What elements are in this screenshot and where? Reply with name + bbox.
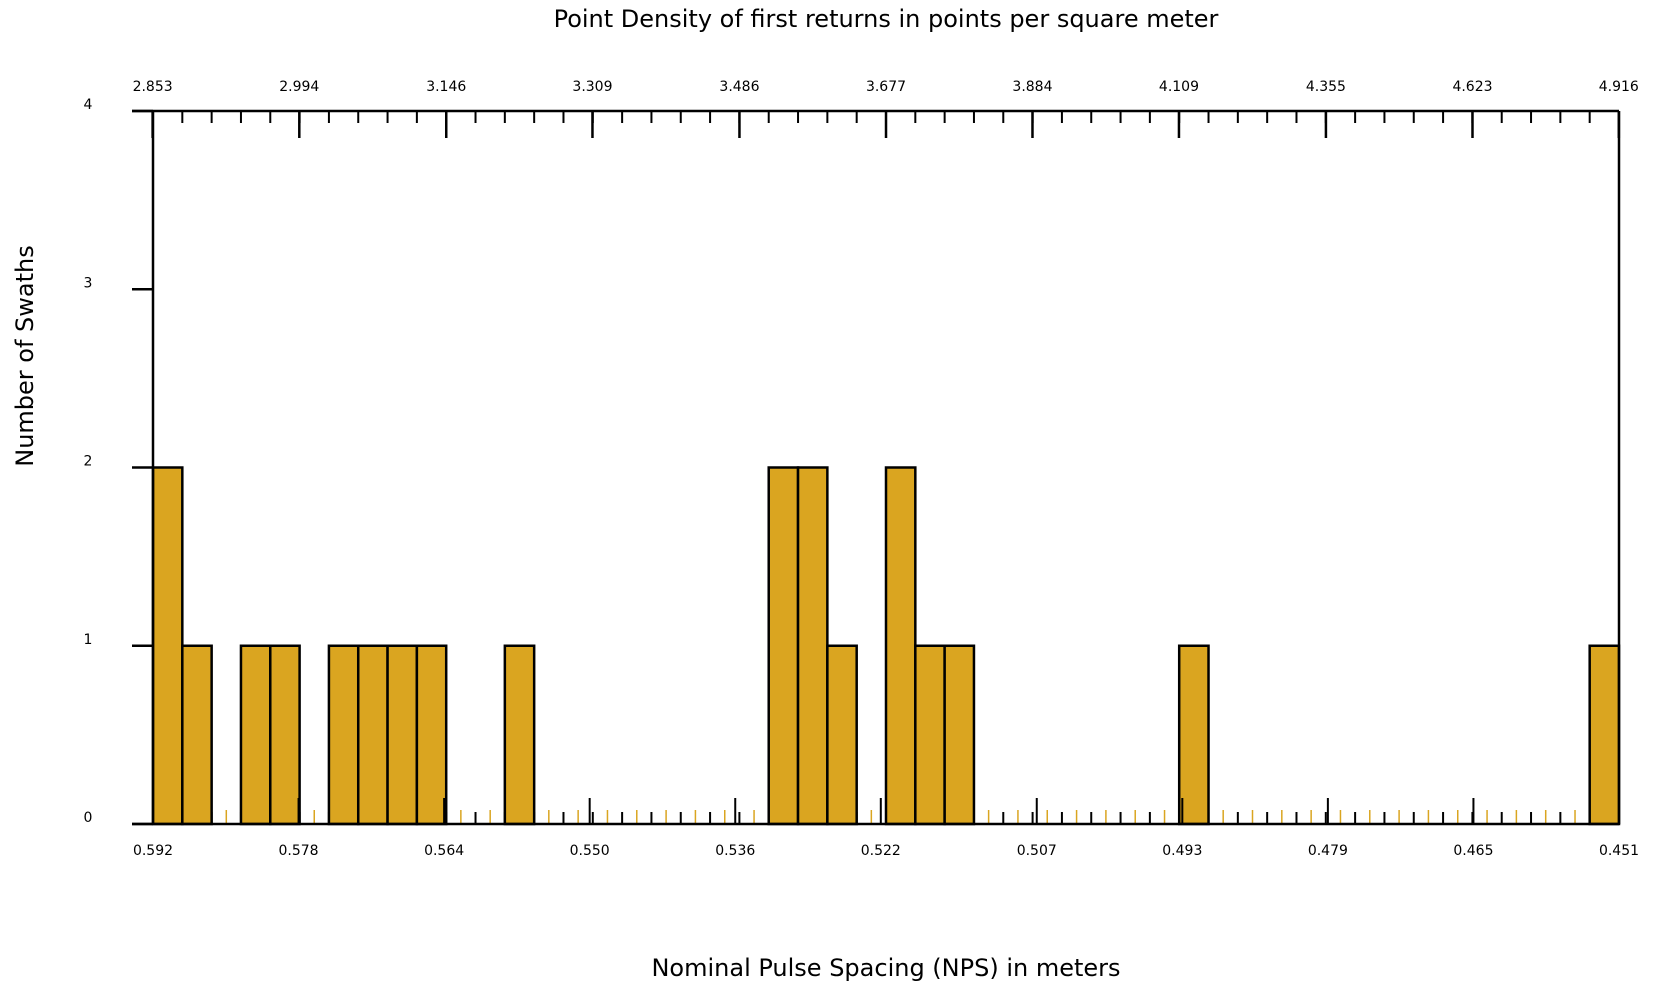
bar: [239, 644, 272, 826]
x-tick-label: 0.507: [1017, 843, 1057, 859]
x2-tick-label: 4.623: [1452, 79, 1492, 95]
bar: [767, 466, 800, 826]
x-tick-label: 0.479: [1308, 843, 1348, 859]
y-axis-label: Number of Swaths: [11, 245, 39, 467]
x2-tick-label: 3.486: [719, 79, 759, 95]
x2-tick-label: 2.994: [279, 79, 319, 95]
bar: [415, 644, 448, 826]
bar: [181, 644, 213, 826]
x2-tick-label: 4.916: [1599, 79, 1639, 95]
bar: [914, 644, 946, 826]
x-tick-label: 0.564: [424, 843, 464, 859]
x-tick-label: 0.465: [1453, 843, 1493, 859]
x-tick-label: 0.522: [861, 843, 901, 859]
bar: [386, 644, 419, 826]
bar: [327, 644, 360, 826]
y-tick-label: 2: [84, 454, 93, 470]
x2-tick-label: 4.109: [1159, 79, 1199, 95]
x2-tick-label: 4.355: [1306, 79, 1346, 95]
bar: [1177, 644, 1210, 826]
bar: [796, 466, 829, 826]
x-tick-label: 0.578: [279, 843, 319, 859]
y-tick-label: 0: [84, 810, 93, 826]
x2-tick-label: 3.677: [866, 79, 906, 95]
bar: [1588, 644, 1621, 826]
x-tick-label: 0.592: [133, 843, 173, 859]
x-axis-label: Nominal Pulse Spacing (NPS) in meters: [651, 954, 1120, 982]
x2-tick-label: 3.146: [426, 79, 466, 95]
bar: [884, 466, 917, 826]
bar: [356, 644, 389, 826]
x-tick-label: 0.451: [1599, 843, 1639, 859]
y-tick-label: 4: [84, 97, 93, 113]
x-tick-label: 0.493: [1162, 843, 1202, 859]
x2-tick-label: 3.309: [572, 79, 612, 95]
bar: [826, 644, 858, 826]
bar: [151, 466, 184, 826]
y-tick-label: 3: [84, 275, 93, 291]
bar: [269, 644, 301, 826]
x2-tick-label: 2.853: [133, 79, 173, 95]
x2-tick-label: 3.884: [1012, 79, 1052, 95]
bar: [503, 644, 536, 826]
x-tick-label: 0.550: [570, 843, 610, 859]
chart-title: Point Density of first returns in points…: [554, 5, 1219, 33]
x-tick-label: 0.536: [715, 843, 755, 859]
y-tick-label: 1: [84, 632, 93, 648]
bar: [943, 644, 976, 826]
